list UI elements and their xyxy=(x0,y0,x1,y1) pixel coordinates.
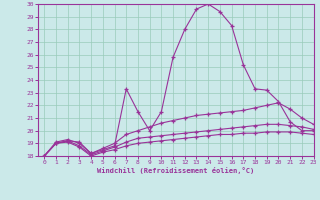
X-axis label: Windchill (Refroidissement éolien,°C): Windchill (Refroidissement éolien,°C) xyxy=(97,167,255,174)
